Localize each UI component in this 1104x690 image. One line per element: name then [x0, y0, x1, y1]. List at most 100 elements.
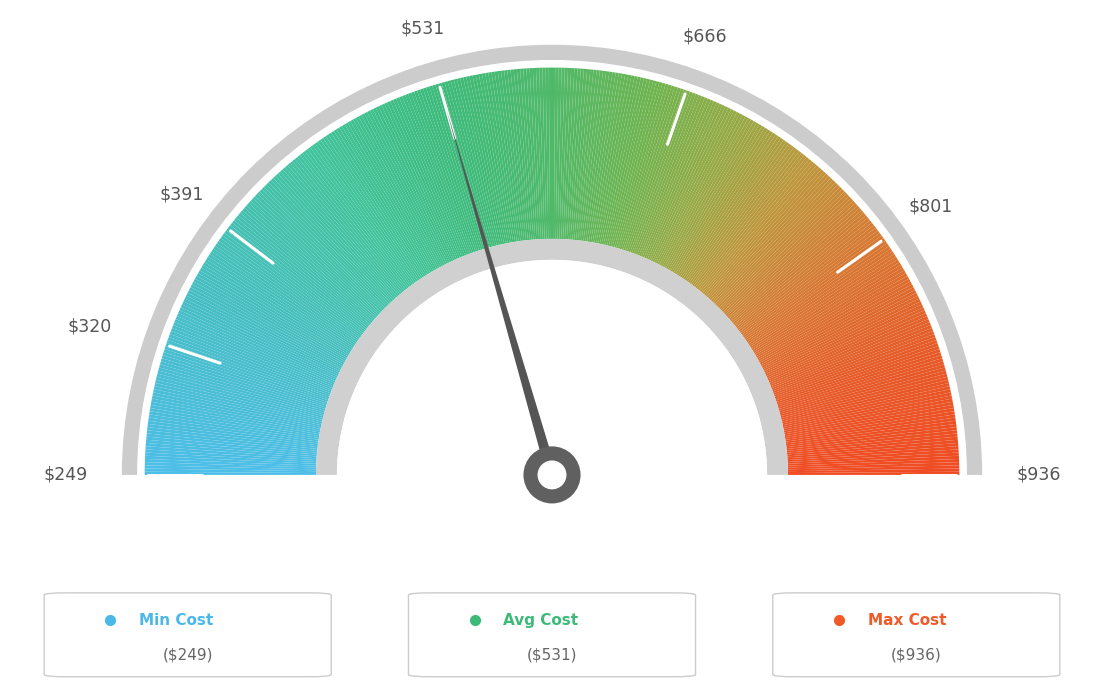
Wedge shape [152, 395, 320, 431]
Wedge shape [517, 69, 533, 239]
Wedge shape [464, 77, 502, 244]
Wedge shape [390, 100, 460, 258]
Wedge shape [161, 358, 326, 409]
Wedge shape [290, 161, 402, 294]
Text: $666: $666 [683, 28, 728, 46]
Wedge shape [786, 421, 956, 445]
Wedge shape [361, 113, 443, 266]
Wedge shape [569, 68, 584, 239]
Wedge shape [146, 440, 317, 456]
Wedge shape [681, 135, 778, 279]
Wedge shape [164, 346, 328, 402]
Wedge shape [779, 367, 946, 415]
Wedge shape [644, 100, 714, 258]
Wedge shape [724, 196, 851, 315]
Wedge shape [786, 427, 957, 449]
Wedge shape [636, 94, 699, 255]
Wedge shape [785, 408, 954, 438]
Wedge shape [393, 99, 461, 257]
Wedge shape [684, 138, 784, 281]
Wedge shape [782, 380, 948, 422]
Wedge shape [295, 157, 404, 292]
Wedge shape [757, 273, 907, 359]
Wedge shape [326, 135, 423, 279]
Wedge shape [210, 251, 354, 347]
Wedge shape [619, 85, 671, 249]
Wedge shape [788, 472, 959, 475]
Wedge shape [762, 290, 916, 369]
Wedge shape [152, 393, 321, 429]
Wedge shape [778, 358, 943, 409]
Text: Min Cost: Min Cost [139, 613, 213, 628]
Wedge shape [788, 462, 959, 469]
Wedge shape [270, 178, 391, 304]
Wedge shape [758, 279, 911, 363]
Wedge shape [602, 77, 640, 244]
Wedge shape [193, 279, 346, 363]
Wedge shape [777, 352, 942, 406]
Wedge shape [652, 106, 729, 262]
Wedge shape [498, 71, 522, 241]
Wedge shape [700, 157, 809, 292]
Wedge shape [328, 132, 424, 277]
Wedge shape [488, 72, 517, 242]
Wedge shape [278, 172, 394, 300]
Wedge shape [273, 176, 392, 303]
Wedge shape [173, 322, 333, 388]
Wedge shape [558, 68, 565, 239]
Wedge shape [787, 433, 957, 453]
Wedge shape [775, 343, 938, 400]
Wedge shape [662, 115, 745, 267]
Wedge shape [545, 68, 550, 239]
Wedge shape [576, 70, 596, 240]
Wedge shape [639, 96, 705, 256]
Wedge shape [769, 316, 928, 384]
Wedge shape [145, 472, 316, 475]
Wedge shape [156, 380, 322, 422]
Wedge shape [725, 199, 853, 316]
Wedge shape [749, 248, 892, 345]
Wedge shape [285, 165, 399, 297]
Wedge shape [513, 69, 532, 240]
Wedge shape [755, 268, 904, 356]
Wedge shape [680, 132, 776, 277]
Wedge shape [508, 70, 528, 240]
Wedge shape [195, 276, 346, 361]
Wedge shape [773, 331, 934, 393]
Wedge shape [692, 147, 797, 286]
Wedge shape [150, 408, 319, 438]
Wedge shape [756, 270, 905, 358]
Wedge shape [552, 68, 555, 239]
Wedge shape [549, 68, 552, 239]
Wedge shape [145, 455, 316, 466]
Wedge shape [151, 402, 320, 434]
Wedge shape [145, 465, 316, 471]
Wedge shape [163, 349, 328, 404]
Wedge shape [649, 104, 722, 261]
Wedge shape [764, 296, 920, 373]
Wedge shape [599, 76, 638, 244]
Wedge shape [688, 141, 789, 283]
Wedge shape [627, 88, 684, 252]
Wedge shape [203, 262, 351, 353]
Wedge shape [145, 453, 317, 464]
Wedge shape [787, 440, 958, 456]
Wedge shape [435, 83, 486, 249]
Text: Avg Cost: Avg Cost [503, 613, 578, 628]
Wedge shape [778, 362, 944, 411]
Wedge shape [707, 167, 821, 298]
Wedge shape [677, 129, 771, 275]
Wedge shape [785, 415, 955, 442]
Wedge shape [574, 70, 594, 240]
FancyBboxPatch shape [408, 593, 696, 677]
Wedge shape [255, 194, 381, 313]
Wedge shape [242, 208, 374, 322]
Wedge shape [656, 109, 734, 264]
Wedge shape [230, 223, 367, 331]
Wedge shape [726, 201, 856, 317]
Wedge shape [713, 178, 834, 304]
Wedge shape [495, 71, 521, 242]
Wedge shape [647, 102, 720, 260]
Wedge shape [735, 218, 870, 327]
Wedge shape [176, 316, 335, 384]
